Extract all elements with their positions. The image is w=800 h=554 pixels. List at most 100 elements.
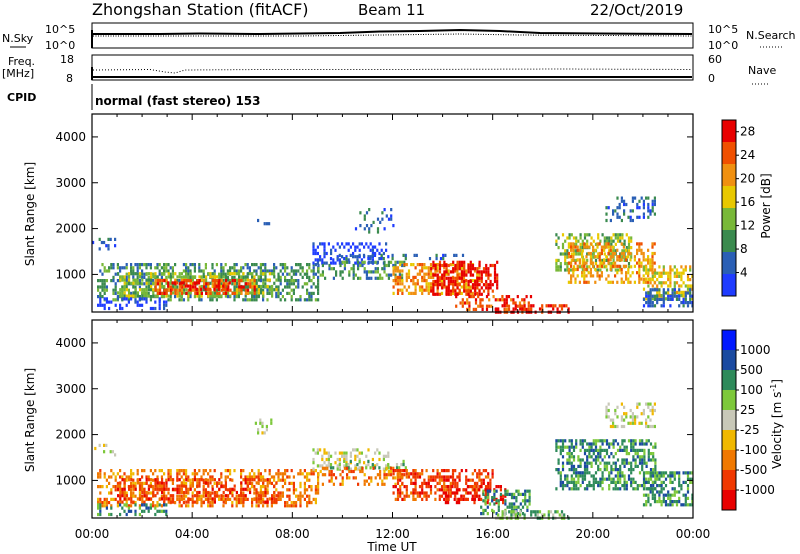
velocity-cell	[521, 492, 525, 496]
power-cell	[301, 266, 304, 270]
velocity-cell	[501, 510, 504, 514]
power-cell	[172, 291, 175, 295]
velocity-cell	[561, 455, 565, 459]
nave-tick-top: 60	[708, 53, 722, 66]
power-cell	[112, 279, 115, 283]
power-cell	[128, 291, 131, 295]
power-cell	[160, 275, 163, 279]
velocity-cell	[257, 500, 260, 504]
power-cell	[268, 288, 271, 292]
power-cell	[609, 255, 612, 259]
velocity-cell	[460, 497, 463, 501]
velocity-cell	[395, 463, 399, 467]
velocity-cell	[427, 481, 430, 485]
power-cell	[609, 280, 612, 284]
power-cell	[570, 242, 573, 246]
power-cell	[403, 285, 406, 289]
power-cell	[471, 263, 475, 268]
velocity-cell	[268, 472, 271, 476]
power-cell	[215, 263, 218, 267]
velocity-cell	[390, 469, 393, 474]
power-cell	[156, 282, 159, 286]
velocity-cell	[222, 497, 225, 501]
velocity-cell	[612, 455, 615, 459]
power-cell	[645, 265, 648, 269]
velocity-cell	[643, 452, 646, 456]
power-cell	[130, 281, 133, 285]
velocity-cell	[642, 408, 645, 413]
velocity-cell	[156, 481, 159, 485]
power-cell	[438, 263, 442, 268]
power-cell	[209, 275, 212, 279]
power-cell	[225, 282, 228, 286]
velocity-cell	[568, 448, 571, 452]
nsky-tick-top: 10^5	[45, 23, 75, 36]
velocity-cell	[564, 477, 567, 481]
velocity-cell	[161, 481, 164, 485]
velocity-cell	[99, 512, 102, 517]
velocity-cell	[224, 481, 227, 485]
power-cell	[284, 266, 287, 270]
power-cell	[242, 266, 245, 270]
velocity-cell	[559, 480, 562, 484]
velocity-cell	[614, 464, 617, 468]
power-cell	[649, 291, 652, 295]
velocity-cell	[110, 506, 113, 510]
power-cell	[474, 301, 478, 305]
velocity-cell	[262, 500, 265, 504]
power-cell	[647, 196, 650, 200]
velocity-cell	[292, 504, 295, 508]
power-cell	[110, 279, 113, 283]
velocity-cell	[447, 501, 450, 505]
velocity-cell	[226, 488, 229, 492]
velocity-cell	[317, 478, 320, 482]
velocity-cell	[421, 481, 424, 485]
velocity-cell	[455, 491, 458, 495]
velocity-cell	[561, 484, 565, 488]
power-cell	[493, 263, 497, 268]
velocity-cell	[570, 442, 573, 446]
power-cell	[101, 288, 104, 292]
power-cell	[496, 286, 499, 290]
power-cell	[220, 284, 223, 289]
velocity-cell	[492, 510, 495, 514]
velocity-colorbar-tick-label: 1000	[740, 343, 771, 357]
velocity-cell	[634, 415, 637, 419]
velocity-cell	[367, 448, 370, 452]
velocity-cell	[482, 492, 485, 496]
power-cell	[273, 266, 276, 270]
power-cell	[213, 284, 216, 288]
velocity-cell	[660, 500, 663, 504]
power-cell	[427, 282, 430, 286]
velocity-cell	[478, 475, 481, 479]
power-cell	[381, 217, 384, 221]
velocity-cell	[257, 491, 260, 495]
velocity-cell	[429, 475, 433, 479]
power-cell	[145, 300, 148, 304]
velocity-cell	[583, 487, 587, 491]
velocity-cell	[557, 458, 560, 462]
power-cell	[619, 268, 622, 272]
velocity-cell	[610, 477, 613, 481]
power-cell	[238, 285, 241, 289]
velocity-cell	[97, 497, 100, 501]
power-cell	[381, 211, 384, 215]
velocity-cell	[292, 488, 295, 492]
power-cell	[532, 304, 535, 308]
velocity-cell	[678, 474, 681, 478]
power-cell	[310, 269, 313, 273]
power-cell	[673, 294, 676, 298]
velocity-cell	[581, 442, 584, 446]
power-cell	[380, 248, 383, 252]
power-cell	[447, 269, 450, 273]
velocity-cell	[649, 471, 653, 475]
velocity-cell	[185, 504, 188, 508]
power-cell	[647, 294, 650, 298]
velocity-cell	[605, 448, 609, 452]
velocity-cell	[339, 473, 342, 477]
velocity-cell	[251, 481, 254, 485]
power-cell	[352, 255, 355, 259]
velocity-cell	[367, 459, 370, 463]
velocity-colorbar-swatch	[722, 350, 736, 370]
power-cell	[222, 284, 225, 288]
